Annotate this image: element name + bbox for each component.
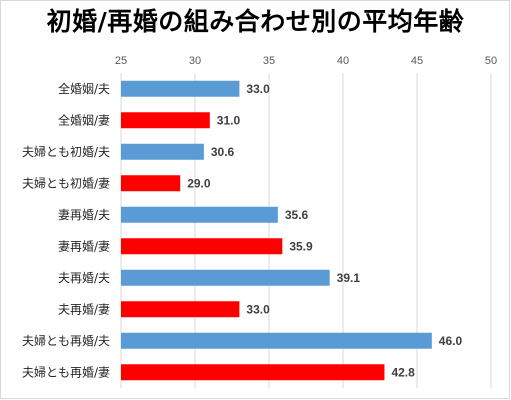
data-label: 35.6 xyxy=(285,208,309,222)
bar xyxy=(121,143,204,160)
x-tick-label: 35 xyxy=(263,55,275,67)
data-label: 31.0 xyxy=(217,113,241,127)
bar xyxy=(121,112,210,129)
bar xyxy=(121,332,432,349)
category-label: 夫婦とも初婚/夫 xyxy=(22,144,110,159)
category-label: 夫再婚/妻 xyxy=(58,302,110,316)
bar xyxy=(121,238,283,255)
category-label: 妻再婚/妻 xyxy=(58,239,110,253)
category-label: 夫婦とも再婚/妻 xyxy=(22,364,110,379)
category-label: 妻再婚/夫 xyxy=(58,208,110,222)
data-label: 42.8 xyxy=(391,365,415,379)
category-label: 全婚姻/夫 xyxy=(58,81,110,96)
data-label: 30.6 xyxy=(211,145,235,159)
x-tick-label: 45 xyxy=(411,55,423,67)
x-tick-label: 25 xyxy=(115,55,127,67)
data-label: 29.0 xyxy=(187,176,211,190)
data-label: 33.0 xyxy=(246,302,270,316)
x-tick-label: 50 xyxy=(485,55,497,67)
x-tick-label: 30 xyxy=(189,55,201,67)
category-label: 夫婦とも再婚/夫 xyxy=(22,333,110,348)
bar xyxy=(121,364,385,381)
category-label: 夫婦とも初婚/妻 xyxy=(22,175,110,190)
chart-title: 初婚/再婚の組み合わせ別の平均年齢 xyxy=(46,7,465,36)
bar xyxy=(121,80,240,97)
bar xyxy=(121,301,240,318)
data-label: 39.1 xyxy=(337,271,361,285)
bar xyxy=(121,175,181,192)
data-label: 33.0 xyxy=(246,82,270,96)
x-tick-label: 40 xyxy=(337,55,349,67)
category-label: 夫再婚/夫 xyxy=(58,271,110,285)
category-label: 全婚姻/妻 xyxy=(58,112,110,127)
data-label: 46.0 xyxy=(439,334,463,348)
bar xyxy=(121,269,330,286)
bar xyxy=(121,206,278,223)
data-label: 35.9 xyxy=(289,239,313,253)
